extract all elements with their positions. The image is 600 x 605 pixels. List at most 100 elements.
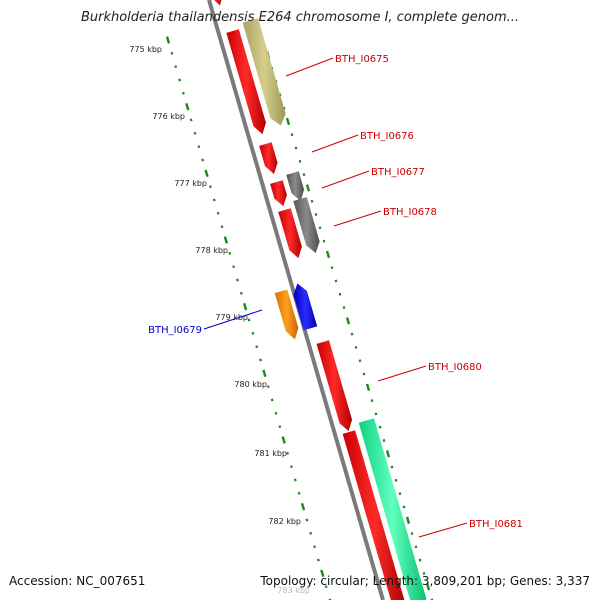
track-dot <box>189 118 193 122</box>
track-dot <box>236 278 239 282</box>
kbp-tick-label: 780 kbp <box>234 380 267 389</box>
track-dot <box>313 545 316 549</box>
track-dot <box>309 531 313 535</box>
track-dot <box>422 571 426 575</box>
track-dot <box>255 345 259 349</box>
kbp-scale: 775 kbp 776 kbp 777 kbp 778 kbp 779 kbp 780 k… <box>129 45 310 595</box>
gene-label-BTH_I0678[interactable]: BTH_I0678 <box>383 207 437 218</box>
gene-arrow-red[interactable] <box>270 180 287 207</box>
gene-arrow-BTH_I0680[interactable] <box>316 340 353 432</box>
track-dot <box>374 412 378 416</box>
gene-callouts: BTH_I0675 BTH_I0676 BTH_I0677 BTH_I0678 BTH_… <box>148 54 523 538</box>
track-dot <box>293 478 297 482</box>
track-dot <box>317 558 320 562</box>
track-dot <box>232 265 235 269</box>
kbp-tick-label: 776 kbp <box>152 112 185 121</box>
track-dot <box>390 465 394 469</box>
gene-label-BTH_I0680[interactable]: BTH_I0680 <box>428 362 482 373</box>
track-dot <box>398 492 402 496</box>
track-dot <box>298 159 302 163</box>
gene-arrow-red[interactable] <box>226 29 266 135</box>
kbp-tick-label: 778 kbp <box>195 246 228 255</box>
gene-arrow-BTH_I0675[interactable] <box>242 18 286 126</box>
gene-arrow-BTH_I0678[interactable] <box>293 197 320 254</box>
gene-arrow-BTH_I0677[interactable] <box>286 171 305 202</box>
track-dot <box>334 279 338 283</box>
track-dot <box>394 478 398 482</box>
track-dot <box>378 425 382 429</box>
gene-arrow-BTH_I0681[interactable] <box>358 418 427 605</box>
callout-line <box>285 57 334 77</box>
track-dot <box>212 198 216 202</box>
track-dot <box>345 317 351 325</box>
track-dot <box>300 502 306 511</box>
track-dot <box>325 250 331 259</box>
track-dot <box>262 369 267 378</box>
track-dot <box>365 383 371 392</box>
track-dot <box>285 117 291 126</box>
track-dot <box>402 505 406 509</box>
track-dot <box>362 372 366 376</box>
gene-label-BTH_I0681[interactable]: BTH_I0681 <box>469 519 523 530</box>
track-dot <box>342 306 346 310</box>
track-dot <box>182 91 185 95</box>
topology-text: Topology: circular; Length: 3,809,201 bp… <box>260 574 590 588</box>
inner-dotted-track <box>165 36 332 602</box>
track-dot <box>239 291 243 295</box>
track-dot <box>165 36 171 44</box>
track-dot <box>305 184 311 192</box>
gene-arrow-upstream[interactable] <box>206 0 223 6</box>
track-dot <box>405 516 411 524</box>
track-dot <box>290 465 293 469</box>
track-dot <box>174 65 178 69</box>
track-dot <box>178 78 181 82</box>
track-dot <box>297 491 301 495</box>
track-dot <box>201 158 205 162</box>
track-dot <box>228 251 232 255</box>
track-dot <box>266 385 270 389</box>
gene-arrow-red[interactable] <box>278 208 302 259</box>
track-dot <box>193 131 197 135</box>
track-dot <box>223 236 228 244</box>
track-dot <box>425 583 431 591</box>
track-dot <box>278 425 282 429</box>
kbp-tick-label: 781 kbp <box>254 449 287 458</box>
gene-label-BTH_I0676[interactable]: BTH_I0676 <box>360 131 414 142</box>
kbp-tick-label: 779 kbp <box>215 313 248 322</box>
track-dot <box>305 518 309 522</box>
track-dot <box>281 436 286 444</box>
track-dot <box>302 173 306 177</box>
track-dot <box>314 213 318 216</box>
track-dot <box>370 399 374 403</box>
track-dot <box>204 169 209 178</box>
kbp-tick-label: 777 kbp <box>174 179 207 188</box>
track-dot <box>290 133 294 137</box>
track-dot <box>385 450 391 458</box>
gene-arrow-red[interactable] <box>342 430 406 605</box>
callout-line <box>333 210 382 227</box>
gene-arrow-BTH_I0676[interactable] <box>259 142 278 175</box>
track-dot <box>358 359 362 363</box>
track-dot <box>247 318 251 322</box>
track-dot <box>414 545 418 549</box>
accession-text: Accession: NC_007651 <box>9 574 146 588</box>
gene-features <box>206 0 427 605</box>
track-dot <box>330 266 334 270</box>
track-dot <box>318 226 322 230</box>
gene-arrow-orange[interactable] <box>274 289 299 340</box>
callout-line <box>321 170 370 189</box>
track-dot <box>220 225 224 229</box>
gene-label-BTH_I0677[interactable]: BTH_I0677 <box>371 167 425 178</box>
map-title: Burkholderia thailandensis E264 chromoso… <box>80 10 520 25</box>
track-dot <box>185 102 190 111</box>
gene-label-BTH_I0675[interactable]: BTH_I0675 <box>335 54 389 65</box>
gene-arrow-BTH_I0679[interactable] <box>293 283 318 331</box>
track-dot <box>197 145 201 149</box>
callout-line <box>377 365 427 382</box>
track-dot <box>294 146 298 150</box>
gene-label-BTH_I0679[interactable]: BTH_I0679 <box>148 325 202 336</box>
track-dot <box>350 332 354 336</box>
track-dot <box>251 331 255 335</box>
track-dot <box>338 292 342 296</box>
